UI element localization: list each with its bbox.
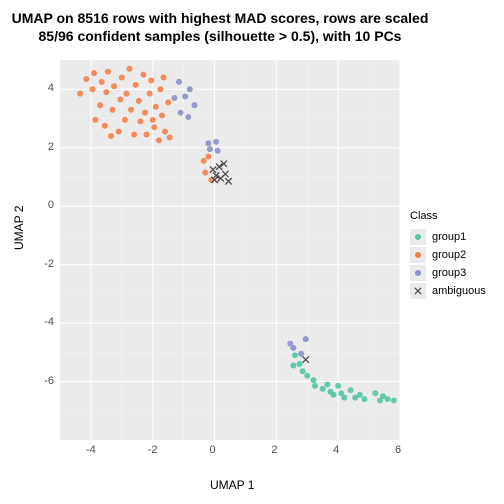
y-tick: -6 (34, 375, 54, 387)
chart-title: UMAP on 8516 rows with highest MAD score… (0, 10, 440, 45)
x-tick: 0 (210, 444, 216, 456)
y-tick: 4 (34, 82, 54, 94)
legend: Class group1 group2 group3 ambiguous (410, 210, 486, 300)
gridlines (60, 60, 400, 440)
scatter-points (77, 66, 397, 404)
y-tick: 2 (34, 141, 54, 153)
x-tick: 4 (333, 444, 339, 456)
legend-item: ambiguous (410, 282, 486, 300)
legend-item: group2 (410, 246, 486, 264)
chart-title-line1: UMAP on 8516 rows with highest MAD score… (12, 10, 429, 26)
legend-key-icon (410, 247, 426, 263)
y-tick: -4 (34, 316, 54, 328)
legend-key-icon (410, 265, 426, 281)
chart-canvas: UMAP on 8516 rows with highest MAD score… (0, 0, 504, 504)
y-tick: -2 (34, 258, 54, 270)
legend-key-icon (410, 283, 426, 299)
legend-items: group1 group2 group3 ambiguous (410, 228, 486, 300)
scatter-svg (60, 60, 400, 440)
x-tick: -4 (86, 444, 96, 456)
plot-panel (60, 60, 400, 440)
y-tick: 0 (34, 199, 54, 211)
legend-title: Class (410, 210, 486, 222)
y-axis-label: UMAP 2 (12, 206, 26, 250)
legend-label: group1 (432, 231, 466, 243)
x-tick: 6 (395, 444, 401, 456)
legend-label: group2 (432, 249, 466, 261)
chart-title-line2: 85/96 confident samples (silhouette > 0.… (39, 28, 402, 44)
legend-item: group1 (410, 228, 486, 246)
legend-key-icon (410, 229, 426, 245)
legend-label: group3 (432, 267, 466, 279)
x-tick: -2 (148, 444, 158, 456)
legend-label: ambiguous (432, 285, 486, 297)
x-tick: 2 (271, 444, 277, 456)
x-axis-label: UMAP 1 (210, 478, 254, 492)
legend-item: group3 (410, 264, 486, 282)
